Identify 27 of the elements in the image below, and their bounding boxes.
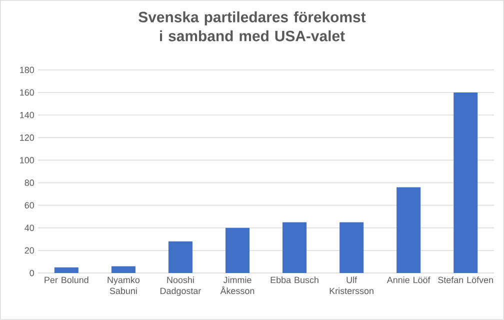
- x-tick-label: Ulf Kristersson: [330, 276, 374, 294]
- y-tick-label: 80: [24, 180, 34, 186]
- y-tick-label: 0: [30, 270, 34, 276]
- y-tick-label: 180: [20, 66, 34, 74]
- x-tick-label: Jimmie Åkesson: [220, 276, 254, 294]
- bar: [454, 92, 478, 274]
- bar: [282, 222, 307, 274]
- y-tick-label: 140: [20, 112, 34, 118]
- chart-title: Svenska partiledares förekomst i samband med USA-valet: [138, 11, 366, 42]
- x-tick-label: Ebba Busch: [270, 276, 318, 284]
- y-tick-label: 100: [20, 157, 34, 164]
- x-tick-label: Nooshi Dadgostar: [160, 276, 202, 296]
- y-tick-label: 60: [24, 202, 34, 209]
- x-tick-label: Per Bolund: [44, 276, 88, 284]
- x-tick-label: Stefan Löfven: [438, 276, 493, 284]
- x-tick-label: Nyamko Sabuni: [108, 276, 140, 294]
- y-tick-label: 40: [24, 224, 34, 232]
- bar: [225, 228, 250, 274]
- bar: [54, 267, 78, 274]
- y-tick-label: 160: [20, 89, 34, 96]
- bar: [340, 222, 364, 274]
- bar: [396, 187, 421, 274]
- bar: [111, 266, 136, 274]
- y-tick-label: 120: [20, 134, 34, 141]
- y-tick-label: 20: [24, 247, 34, 254]
- x-tick-label: Annie Lööf: [386, 276, 430, 284]
- bar: [168, 241, 192, 274]
